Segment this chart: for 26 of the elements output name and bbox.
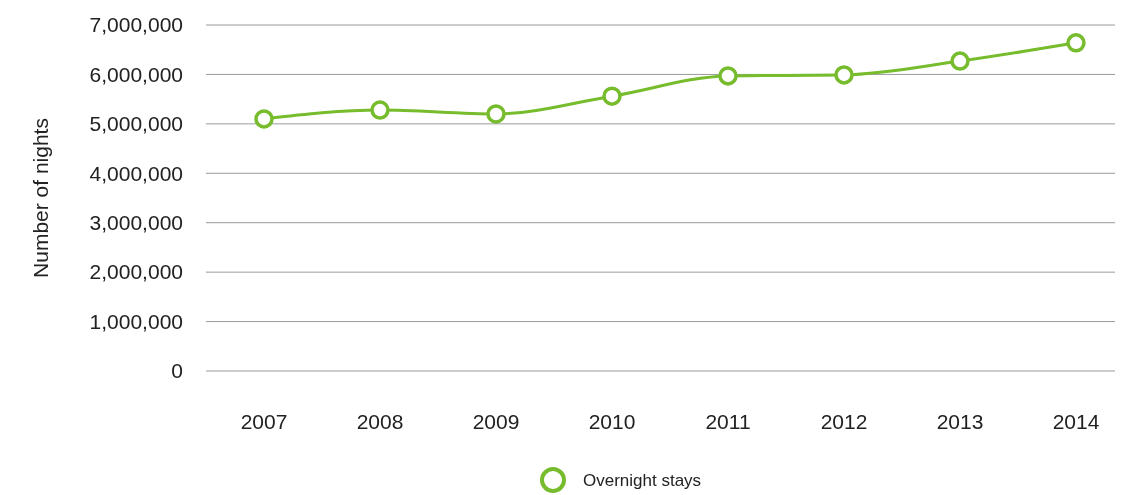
- point: [254, 109, 274, 129]
- x-tick-label: 2014: [1052, 409, 1100, 433]
- x-tick-label: 2010: [588, 409, 636, 433]
- x-tick-label: 2013: [936, 409, 984, 433]
- legend-label: Overnight stays: [583, 470, 702, 490]
- point: [370, 100, 390, 120]
- x-tick-label: 2012: [820, 409, 868, 433]
- point: [486, 104, 506, 124]
- y-tick-label: 6,000,000: [89, 62, 183, 86]
- point: [1066, 33, 1086, 53]
- y-tick-label: 0: [171, 359, 183, 383]
- y-tick-label: 5,000,000: [89, 112, 183, 136]
- point: [718, 66, 738, 86]
- x-tick-label: 2008: [356, 409, 404, 433]
- y-axis-title: Number of nights: [29, 118, 52, 278]
- y-tick-label: 3,000,000: [89, 210, 183, 234]
- point: [834, 65, 854, 85]
- x-tick-label: 2011: [705, 409, 751, 433]
- point: [602, 86, 622, 106]
- y-tick-label: 1,000,000: [89, 309, 183, 333]
- point: [950, 51, 970, 71]
- y-tick-label: 7,000,000: [89, 13, 183, 37]
- x-tick-label: 2009: [472, 409, 520, 433]
- x-tick-label: 2007: [240, 409, 288, 433]
- y-tick-label: 2,000,000: [89, 260, 183, 284]
- y-tick-label: 4,000,000: [89, 161, 183, 185]
